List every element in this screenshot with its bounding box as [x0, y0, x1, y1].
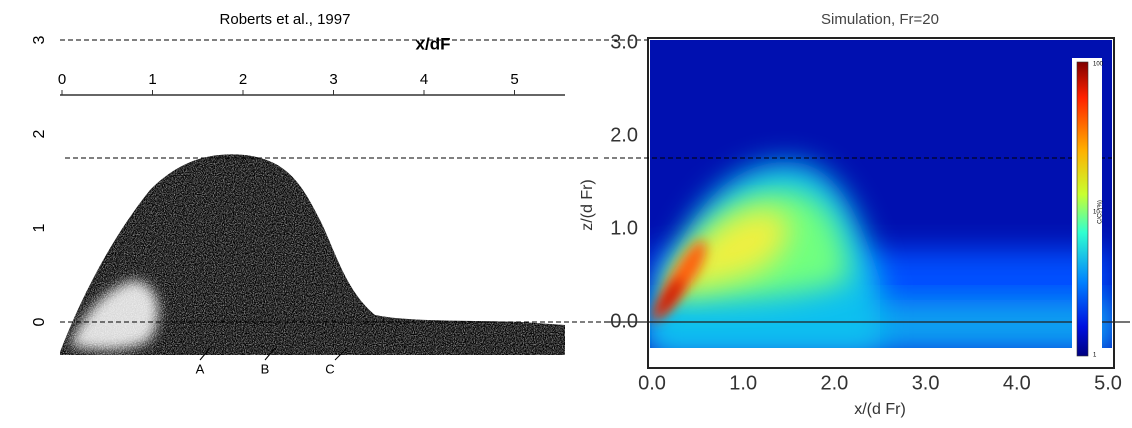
- left-title: Roberts et al., 1997: [220, 11, 351, 28]
- left-markers: A B C: [196, 361, 335, 376]
- y-tick-label: 0: [31, 317, 48, 326]
- colorbar: [1076, 61, 1089, 357]
- y-tick-label: 2.0: [610, 124, 638, 146]
- marker-label: B: [261, 361, 270, 376]
- plume-image: [60, 154, 565, 355]
- x-tick-label: 5.0: [1094, 372, 1122, 394]
- marker-tick: [199, 347, 211, 361]
- x-tick-label: 1.0: [729, 372, 757, 394]
- right-x-label: x/(d Fr): [854, 401, 906, 418]
- x-tick-label: 2: [239, 71, 247, 88]
- right-y-ticks: 3.0 2.0 1.0 0.0: [610, 31, 638, 332]
- simulation-field: [650, 40, 1112, 348]
- marker-label: A: [196, 361, 205, 376]
- y-tick-label: 3: [31, 35, 48, 44]
- x-tick-label: 3: [329, 71, 337, 88]
- x-tick-label: 4: [420, 71, 428, 88]
- left-y-ticks: 3 2 1 0: [31, 35, 48, 326]
- x-tick-label: 4.0: [1003, 372, 1031, 394]
- left-x-label: x/dF: [416, 34, 451, 53]
- colorbar-label: C/C₀ (%): [1098, 200, 1104, 224]
- x-tick-label: 2.0: [820, 372, 848, 394]
- right-x-ticks: 0.0 1.0 2.0 3.0 4.0 5.0: [638, 372, 1122, 394]
- y-tick-label: 1: [31, 223, 48, 232]
- y-tick-label: 2: [31, 129, 48, 138]
- x-tick-label: 5: [510, 71, 518, 88]
- y-tick-label: 3.0: [610, 31, 638, 53]
- x-tick-label: 1: [148, 71, 156, 88]
- left-x-ticks: 0 1 2 3 4 5: [58, 71, 519, 95]
- right-y-label: z/(d Fr): [579, 179, 596, 231]
- x-tick-label: 3.0: [912, 372, 940, 394]
- x-tick-label: 0.0: [638, 372, 666, 394]
- right-title: Simulation, Fr=20: [821, 11, 939, 28]
- marker-label: C: [325, 361, 334, 376]
- y-tick-label: 1.0: [610, 217, 638, 239]
- colorbar-tick: 1: [1093, 353, 1097, 359]
- y-tick-label: 0.0: [610, 310, 638, 332]
- marker-tick: [264, 347, 276, 361]
- colorbar-tick: 100: [1093, 62, 1104, 68]
- x-tick-label: 0: [58, 71, 66, 88]
- marker-tick: [334, 347, 348, 361]
- colorbar-tick: 10: [1093, 210, 1100, 216]
